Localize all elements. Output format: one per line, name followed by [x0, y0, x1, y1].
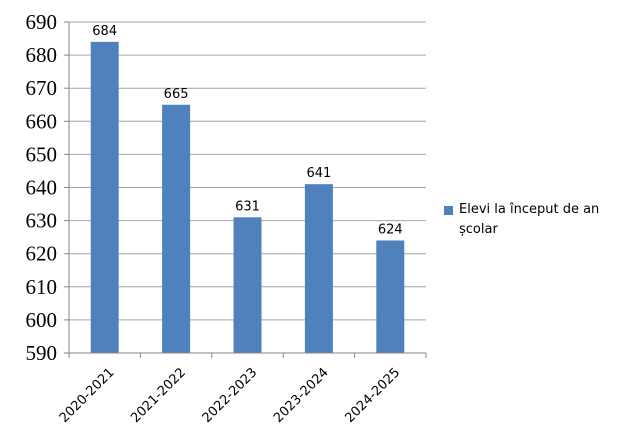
y-tick-label: 610 [26, 275, 58, 299]
data-label: 684 [92, 24, 117, 39]
bar [233, 217, 262, 353]
x-tick-label: 2022-2023 [200, 365, 261, 426]
data-label: 631 [235, 199, 260, 214]
y-tick-label: 640 [26, 176, 58, 200]
y-tick-label: 680 [26, 43, 58, 67]
legend-swatch [444, 206, 453, 215]
y-axis-tick-labels: 590 600 610 620 630 640 650 660 670 680 690 [26, 10, 58, 365]
x-tick-label: 2023-2024 [271, 365, 332, 426]
data-label: 665 [164, 87, 189, 102]
legend: Elevi la început de an școlar [444, 202, 626, 240]
y-tick-label: 650 [26, 142, 58, 166]
bar [376, 240, 405, 353]
legend-label: Elevi la început de an școlar [459, 202, 600, 237]
y-tick-label: 660 [26, 109, 58, 133]
data-labels: 684 665 631 641 624 [92, 24, 402, 238]
y-tick-label: 630 [26, 209, 58, 233]
x-tick-label: 2021-2022 [128, 365, 189, 426]
bar [162, 104, 191, 353]
y-tick-label: 590 [26, 341, 58, 365]
bar [90, 41, 119, 354]
data-label: 624 [378, 222, 403, 237]
axes [64, 21, 427, 358]
data-label: 641 [306, 166, 331, 181]
y-tick-label: 690 [26, 10, 58, 34]
x-tick-label: 2024-2025 [342, 365, 403, 426]
bars [90, 41, 405, 354]
y-tick-label: 600 [26, 308, 58, 332]
gridlines [69, 21, 426, 321]
x-tick-label: 2020-2021 [57, 365, 118, 426]
y-tick-label: 620 [26, 242, 58, 266]
x-axis-tick-labels: 2020-2021 2021-2022 2022-2023 2023-2024 2024… [57, 365, 403, 426]
bar [304, 184, 333, 353]
y-tick-label: 670 [26, 76, 58, 100]
